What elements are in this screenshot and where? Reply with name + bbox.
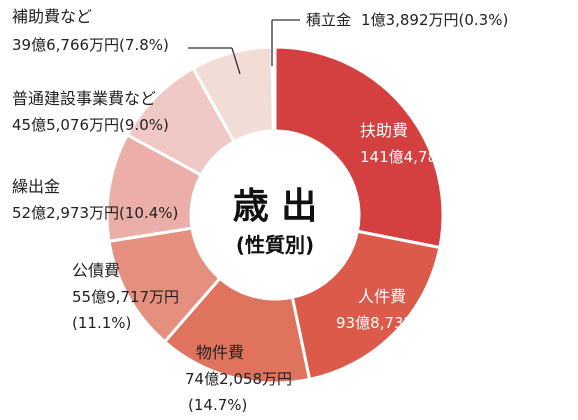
slice-label-amount: 55億9,717万円 (72, 288, 179, 306)
donut-slices (105, 45, 445, 385)
slice-label-amount: 1億3,892万円 (361, 11, 459, 29)
slice-label-amount: 74億2,058万円 (185, 370, 292, 388)
donut-center: 歳 出 (性質別) (233, 186, 318, 257)
slice-label-name: 積立金 (306, 11, 351, 29)
donut-slice (270, 45, 277, 133)
svg-text:45億5,076万円(9.0%): 45億5,076万円(9.0%) (12, 116, 169, 134)
slice-labels: 扶助費 141億4,786万円(28.1%) 人件費 93億8,732万円(18… (12, 7, 536, 414)
leader-line-hojohi-diag (231, 47, 241, 75)
slice-label-percent: (14.7%) (188, 396, 247, 414)
chart-subtitle: (性質別) (236, 233, 314, 257)
slice-label-name: 普通建設事業費など (12, 89, 156, 108)
slice-label-percent: (11.1%) (72, 314, 131, 332)
leader-lines (188, 19, 300, 75)
slice-label-name: 人件費 (358, 287, 406, 306)
slice-label-amount: 52億2,973万円 (12, 204, 119, 222)
slice-label-percent: (28.1%) (477, 148, 536, 166)
slice-label-name: 補助費など (12, 7, 92, 26)
slice-label-percent: (10.4%) (119, 204, 178, 222)
svg-text:141億4,786万円(28.1%): 141億4,786万円(28.1%) (360, 148, 536, 166)
slice-label-name: 物件費 (196, 343, 244, 362)
slice-label-name: 扶助費 (360, 121, 408, 140)
slice-label-percent: (9.0%) (119, 116, 169, 134)
slice-label-percent: (18.6%) (443, 314, 502, 332)
svg-text:93億8,732万円(18.6%): 93億8,732万円(18.6%) (336, 314, 502, 332)
slice-label-amount: 141億4,786万円 (360, 148, 477, 166)
slice-label-percent: (7.8%) (119, 36, 169, 54)
svg-text:52億2,973万円(10.4%): 52億2,973万円(10.4%) (12, 204, 178, 222)
donut-slice (290, 229, 442, 382)
donut-slice (273, 45, 445, 250)
slice-label-amount: 39億6,766万円 (12, 36, 119, 54)
chart-title: 歳 出 (233, 186, 318, 227)
slice-label-percent: (0.3%) (459, 11, 509, 29)
svg-text:39億6,766万円(7.8%): 39億6,766万円(7.8%) (12, 36, 169, 54)
slice-label-name: 繰出金 (12, 177, 60, 196)
slice-label-name: 公債費 (72, 261, 120, 280)
slice-label-amount: 93億8,732万円 (336, 314, 443, 332)
slice-label-amount: 45億5,076万円 (12, 116, 119, 134)
